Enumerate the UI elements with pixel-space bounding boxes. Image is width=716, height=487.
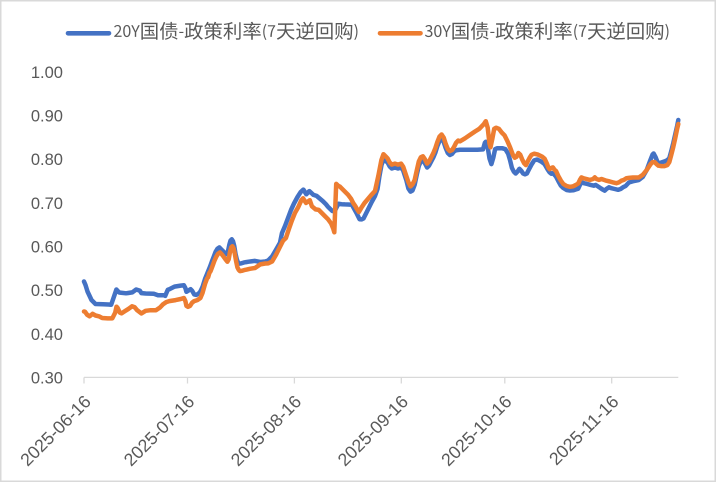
svg-text:0.40: 0.40 xyxy=(31,326,63,344)
svg-text:0.30: 0.30 xyxy=(31,369,63,387)
svg-text:1.00: 1.00 xyxy=(31,64,63,82)
svg-text:0.80: 0.80 xyxy=(31,151,63,169)
svg-text:0.60: 0.60 xyxy=(31,239,63,257)
svg-text:0.50: 0.50 xyxy=(31,282,63,300)
svg-text:0.90: 0.90 xyxy=(31,108,63,126)
svg-text:0.70: 0.70 xyxy=(31,195,63,213)
